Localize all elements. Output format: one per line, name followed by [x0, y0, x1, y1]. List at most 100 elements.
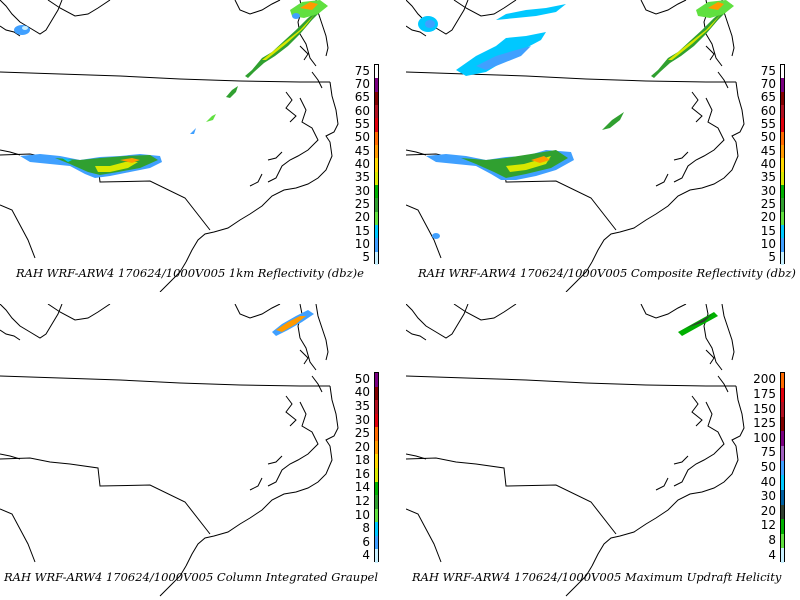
legend-level-label: 8 — [362, 521, 370, 536]
legend-level-label: 45 — [354, 143, 370, 158]
echo-band — [602, 112, 624, 130]
legend-color-swatch — [375, 118, 378, 132]
legend-1km-reflectivity: 75 70 65 60 55 50 45 40 35 30 25 20 15 10 5 — [340, 64, 394, 265]
basemap-boundary — [703, 304, 723, 371]
basemap-boundary — [453, 304, 517, 321]
basemap-boundary — [47, 0, 111, 17]
basemap-boundary — [591, 385, 745, 567]
legend-level-label: 70 — [760, 77, 776, 91]
legend-column-integrated-graupel: 50 40 35 30 25 20 18 16 14 12 10 8 6 4 — [340, 372, 394, 563]
legend-level-label: 35 — [760, 170, 776, 185]
legend-level-label: 200 — [753, 372, 776, 387]
legend-level-label: 10 — [760, 237, 776, 251]
legend-level-label: 15 — [760, 223, 776, 238]
legend-level-label: 175 — [753, 386, 776, 401]
basemap-boundary — [673, 401, 725, 487]
basemap-boundary — [673, 97, 725, 183]
legend-level-label: 25 — [354, 426, 370, 441]
legend-color-swatch — [375, 91, 378, 105]
legend-color-swatch — [375, 185, 378, 199]
basemap-boundary — [406, 453, 427, 460]
basemap-boundary — [406, 149, 427, 156]
legend-color-swatch — [781, 91, 784, 105]
caption-maximum-updraft-helicity: RAH WRF-ARW4 170624/1000V005 Maximum Upd… — [412, 570, 782, 584]
legend-color-swatch — [781, 504, 784, 520]
basemap-boundary — [0, 375, 330, 387]
panel-maximum-updraft-helicity: RAH WRF-ARW4 170624/1000V005 Maximum Upd… — [406, 304, 800, 600]
echo-band — [276, 316, 306, 332]
echo-cell — [432, 233, 440, 239]
basemap-boundary — [721, 304, 735, 361]
basemap-boundary — [311, 71, 323, 89]
basemap-boundary — [0, 453, 21, 460]
echo-region — [476, 46, 531, 70]
legend-level-label: 65 — [354, 90, 370, 105]
basemap-boundary — [315, 304, 329, 361]
legend-level-label: 6 — [362, 534, 370, 549]
basemap-boundary — [705, 45, 715, 61]
legend-level-label: 12 — [354, 493, 370, 508]
basemap-boundary — [159, 565, 187, 597]
legend-color-swatch — [375, 468, 378, 482]
legend-color-bar — [780, 372, 785, 563]
legend-color-bar — [780, 64, 785, 265]
legend-level-label: 5 — [362, 250, 370, 265]
legend-color-swatch — [375, 131, 378, 145]
basemap-boundary — [717, 71, 729, 89]
legend-level-label: 60 — [760, 103, 776, 118]
basemap-boundary — [47, 304, 111, 321]
legend-color-swatch — [375, 549, 378, 563]
legend-color-swatch — [781, 78, 784, 92]
legend-color-swatch — [781, 446, 784, 461]
basemap-boundary — [311, 375, 323, 393]
echo-cell — [22, 26, 28, 30]
legend-color-swatch — [375, 440, 378, 455]
legend-level-label: 5 — [768, 250, 776, 265]
basemap-boundary — [299, 349, 309, 365]
legend-maximum-updraft-helicity: 200 175 150 125 100 75 50 40 30 20 12 8 4 — [746, 372, 800, 563]
legend-color-swatch — [375, 535, 378, 550]
basemap-boundary — [406, 304, 469, 339]
legend-color-swatch — [781, 402, 784, 417]
legend-color-swatch — [781, 185, 784, 199]
legend-level-label: 65 — [760, 90, 776, 105]
basemap-boundary — [0, 508, 36, 563]
panel-composite-reflectivity: RAH WRF-ARW4 170624/1000V005 Composite R… — [406, 0, 800, 292]
legend-level-label: 30 — [354, 412, 370, 427]
legend-level-label: 30 — [760, 489, 776, 504]
legend-color-swatch — [781, 519, 784, 534]
map-maximum-updraft-helicity — [406, 304, 745, 597]
basemap-boundary — [655, 173, 669, 187]
echo-band — [62, 158, 72, 162]
legend-level-label: 50 — [354, 130, 370, 145]
legend-color-swatch — [781, 171, 784, 185]
legend-color-swatch — [375, 251, 378, 265]
basemap-boundary — [0, 149, 21, 156]
basemap-boundary — [655, 477, 669, 491]
legend-level-label: 40 — [354, 157, 370, 171]
legend-color-swatch — [375, 65, 378, 79]
legend-level-label: 40 — [760, 157, 776, 171]
legend-color-swatch — [781, 225, 784, 239]
basemap-boundary — [406, 71, 736, 83]
legend-level-label: 25 — [354, 197, 370, 211]
echo-region — [496, 4, 566, 20]
legend-color-swatch — [375, 495, 378, 509]
basemap-boundary — [299, 45, 309, 61]
basemap-boundary — [406, 375, 736, 387]
legend-color-swatch — [375, 373, 378, 387]
legend-color-swatch — [375, 225, 378, 239]
basemap-boundary — [267, 455, 283, 465]
legend-color-swatch — [375, 413, 378, 428]
legend-level-label: 20 — [354, 439, 370, 454]
basemap-boundary — [234, 0, 281, 15]
legend-color-swatch — [375, 427, 378, 441]
legend-color-swatch — [781, 65, 784, 79]
echo-band — [461, 150, 568, 178]
legend-level-label: 100 — [753, 430, 776, 445]
basemap-boundary — [0, 457, 211, 535]
legend-color-swatch — [781, 238, 784, 252]
legend-color-swatch — [781, 105, 784, 119]
legend-level-label: 40 — [354, 385, 370, 400]
basemap-boundary — [406, 329, 427, 341]
